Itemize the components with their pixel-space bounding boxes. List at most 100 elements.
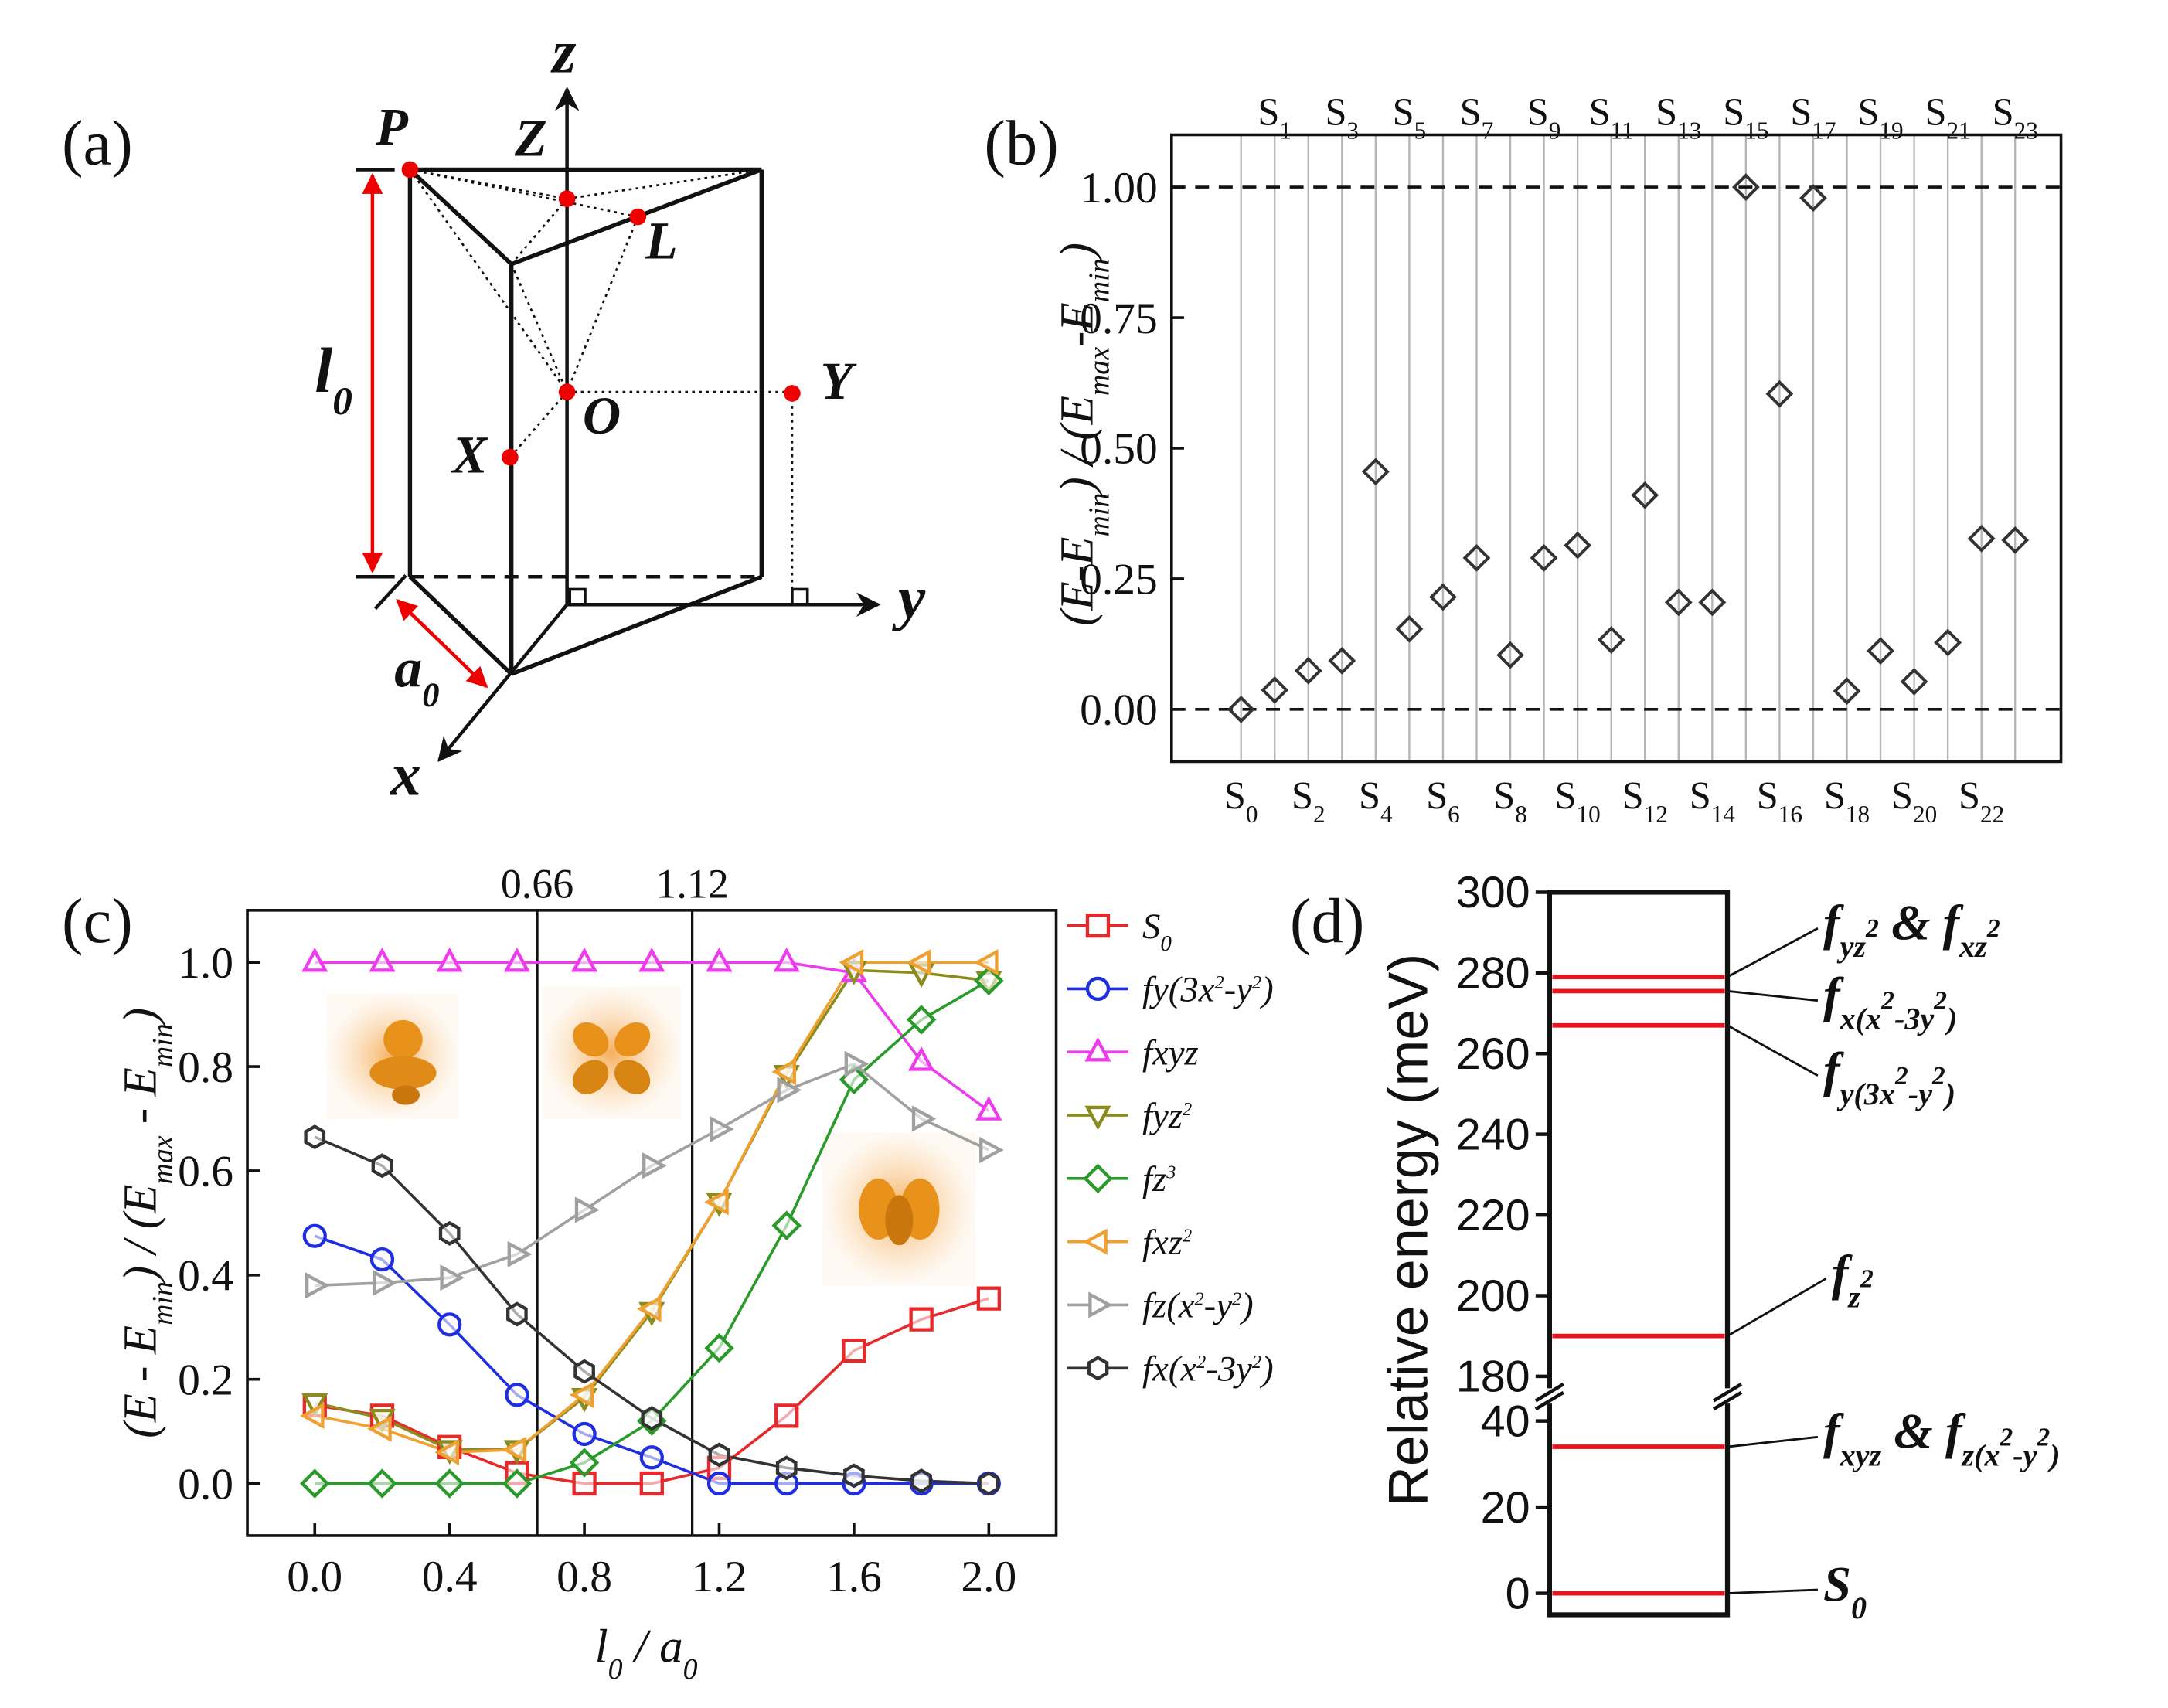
y-tick-label: 0.50 [1080, 425, 1158, 474]
legend-marker [1084, 1036, 1111, 1062]
data-point [1799, 184, 1827, 213]
data-point [906, 949, 931, 976]
data-point [438, 1220, 461, 1246]
data-point [369, 947, 396, 972]
data-point [301, 947, 328, 972]
data-point [1867, 637, 1894, 665]
data-point [1967, 524, 1996, 553]
reference-label: 1.12 [655, 861, 728, 907]
x-tick-label: S20 [1891, 774, 1937, 828]
y-tick-label: 220 [1456, 1191, 1530, 1240]
data-point [1731, 173, 1760, 201]
legend-label: fxz2 [1142, 1223, 1192, 1263]
x-tick-label: S8 [1493, 774, 1527, 828]
y-tick-label: 0.8 [178, 1043, 233, 1092]
x-tick-label: S7 [1460, 90, 1494, 145]
y-tick-label: 260 [1456, 1029, 1530, 1079]
level-label: S0 [1823, 1557, 1867, 1625]
x-tick-label: S17 [1790, 90, 1836, 145]
data-point [1900, 668, 1928, 696]
y-tick-label: 0.2 [178, 1356, 233, 1404]
data-point [1597, 626, 1625, 654]
leader-line [1727, 927, 1819, 978]
x-tick-label: S14 [1690, 774, 1736, 828]
y-tick-label: 180 [1456, 1352, 1530, 1402]
data-point [436, 947, 463, 972]
y-tick-label: 1.0 [178, 939, 233, 988]
y-axis-label: (E - Emin) / (Emax - Emin) [114, 1008, 179, 1438]
legend-label: fx(x2-3y2) [1142, 1349, 1274, 1389]
data-point [973, 949, 999, 976]
data-point [1294, 656, 1322, 685]
data-point [976, 1286, 1001, 1311]
data-point [304, 1124, 326, 1150]
y-tick-label: 0 [1506, 1569, 1530, 1618]
y-tick-label: 40 [1481, 1397, 1530, 1446]
x-tick-label: S2 [1292, 774, 1326, 828]
data-point [1328, 647, 1356, 675]
data-point [503, 947, 530, 972]
leader-line [1727, 1435, 1819, 1448]
data-point [373, 1269, 397, 1297]
data-point [440, 1264, 465, 1291]
data-point [506, 1301, 528, 1327]
x-tick-label: 0.4 [422, 1553, 478, 1601]
axis-break [1534, 1390, 1564, 1411]
data-point [1462, 543, 1491, 572]
point-label: X [451, 425, 488, 484]
legend-marker [1085, 976, 1111, 1002]
panel-label: (b) [984, 107, 1058, 178]
data-point [367, 1415, 392, 1442]
x-tick-label: S19 [1857, 90, 1903, 145]
x-tick-label: S21 [1925, 90, 1971, 145]
data-point [708, 1442, 730, 1468]
legend-label: fy(3x2-y2) [1142, 970, 1274, 1010]
legend-label: fz(x2-y2) [1142, 1286, 1254, 1326]
level-label: fxyz & fz(x2-y2) [1823, 1404, 2061, 1473]
data-point [574, 1196, 600, 1223]
data-point [1261, 675, 1289, 704]
data-point [704, 1189, 729, 1216]
data-point [706, 947, 733, 972]
data-point [773, 947, 800, 972]
x-tick-label: S12 [1622, 774, 1668, 828]
data-point [844, 1050, 870, 1077]
legend-label: fyz2 [1142, 1096, 1192, 1136]
data-point [300, 1468, 330, 1499]
y-tick-label: 20 [1481, 1483, 1530, 1533]
y-axis-label: Relative energy (meV) [1378, 954, 1440, 1506]
orbital-images [326, 986, 976, 1286]
data-point [1395, 614, 1424, 643]
data-point [437, 1312, 462, 1337]
data-point [2001, 526, 2030, 554]
legend-marker [1087, 1356, 1109, 1381]
legend-marker [1084, 1105, 1111, 1131]
data-point [1530, 543, 1558, 572]
legend-marker [1083, 1163, 1113, 1194]
data-point [502, 1436, 527, 1463]
data-point [639, 1471, 664, 1496]
data-point [771, 1210, 802, 1240]
data-point [302, 1223, 327, 1248]
level-label: fy(3x2-y2) [1823, 1043, 1955, 1111]
panel-label: (d) [1290, 885, 1364, 956]
data-point [771, 1058, 796, 1085]
plot-frame [246, 909, 1058, 1537]
level-label: fz2 [1832, 1246, 1874, 1315]
level-label: fx(x2-3y2) [1823, 968, 1957, 1036]
data-point [774, 1403, 799, 1428]
data-point [1631, 481, 1659, 509]
point-label: Z [514, 108, 547, 167]
data-point [1664, 588, 1693, 617]
data-point [910, 1468, 932, 1494]
point-label: O [583, 386, 621, 445]
x-tick-label: S15 [1723, 90, 1768, 145]
data-point [710, 1115, 734, 1143]
plot-frame [1547, 890, 1731, 1618]
axis-break-gap [1716, 1388, 1739, 1404]
axis-label: y [892, 565, 926, 632]
data-point [573, 1359, 595, 1384]
y-tick-label: 300 [1456, 868, 1530, 917]
data-point [301, 1393, 328, 1418]
